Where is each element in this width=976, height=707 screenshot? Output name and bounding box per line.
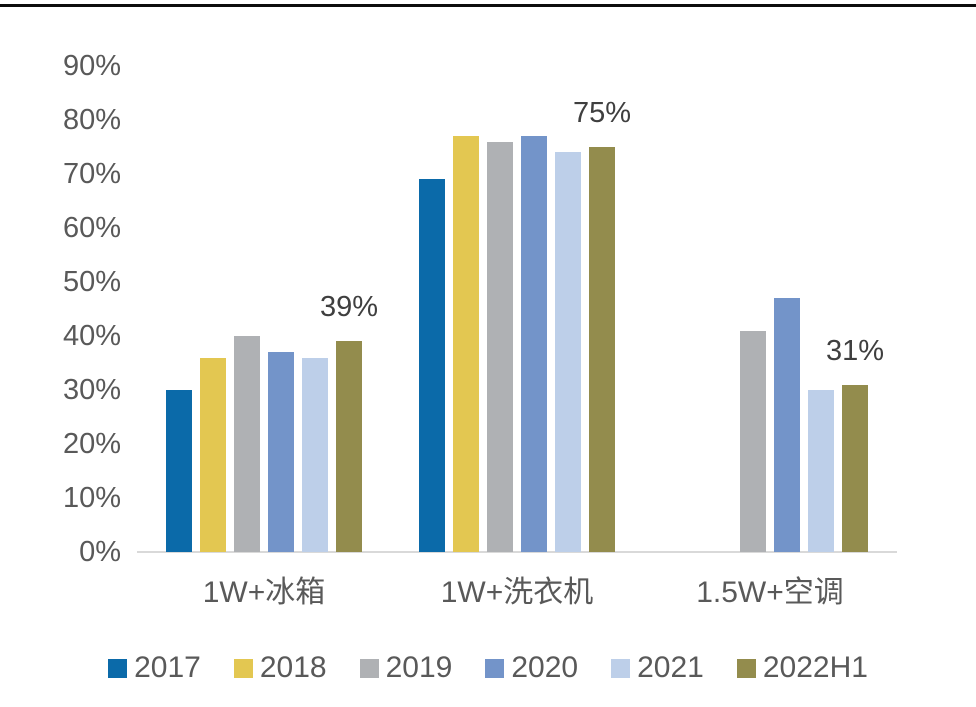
- legend-label: 2021: [637, 651, 704, 684]
- y-axis-tick-label: 70%: [62, 158, 121, 190]
- y-axis-tick-label: 60%: [62, 212, 121, 244]
- top-rule-divider: [0, 4, 976, 7]
- bar-2020-1W+洗衣机: [521, 136, 547, 552]
- bar-2018-1W+洗衣机: [453, 136, 479, 552]
- legend-item-2021: 2021: [611, 652, 704, 684]
- legend-label: 2022H1: [762, 651, 868, 684]
- y-axis-tick-label: 10%: [62, 482, 121, 514]
- y-axis-tick-label: 80%: [62, 104, 121, 136]
- bar-value-label: 31%: [825, 334, 885, 367]
- bar-2017-1W+洗衣机: [419, 179, 445, 552]
- bar-2019-1.5W+空调: [740, 330, 766, 552]
- bar-2020-1W+冰箱: [268, 352, 294, 552]
- legend-swatch-icon: [485, 658, 505, 678]
- legend: 2017 2018 2019 2020 2021 2022H1: [0, 650, 976, 686]
- bar-2021-1.5W+空调: [808, 390, 834, 552]
- bar-2017-1W+冰箱: [166, 390, 192, 552]
- bar-2022H1-1.5W+空调: [842, 384, 868, 552]
- legend-label: 2020: [511, 651, 579, 684]
- y-axis-tick-label: 0%: [79, 536, 121, 568]
- bar-2020-1.5W+空调: [774, 298, 800, 552]
- legend-swatch-icon: [108, 658, 128, 678]
- bar-2018-1W+冰箱: [200, 357, 226, 552]
- legend-label: 2019: [385, 651, 453, 684]
- y-axis-tick-label: 20%: [62, 428, 121, 460]
- bar-value-label: 39%: [319, 291, 379, 324]
- legend-item-2020: 2020: [485, 652, 578, 684]
- legend-item-2018: 2018: [233, 651, 327, 684]
- legend-swatch-icon: [233, 658, 253, 678]
- y-axis-tick-label: 90%: [62, 50, 121, 82]
- legend-item-2017: 2017: [108, 652, 201, 684]
- legend-label: 2017: [134, 651, 201, 684]
- x-axis-category-label: 1W+冰箱: [202, 576, 326, 609]
- bar-2022H1-1W+冰箱: [336, 341, 362, 552]
- x-axis-category-label: 1.5W+空调: [696, 576, 844, 609]
- bar-2022H1-1W+洗衣机: [589, 147, 615, 552]
- y-axis-tick-label: 40%: [62, 320, 121, 352]
- bar-2021-1W+洗衣机: [555, 152, 581, 552]
- bar-value-label: 75%: [572, 97, 632, 129]
- bar-2021-1W+冰箱: [302, 357, 328, 552]
- legend-swatch-icon: [611, 658, 631, 678]
- x-axis-line: [137, 551, 897, 553]
- legend-swatch-icon: [359, 658, 379, 678]
- legend-item-2019: 2019: [359, 651, 453, 684]
- legend-item-2022H1: 2022H1: [736, 651, 868, 684]
- legend-swatch-icon: [736, 658, 756, 678]
- y-axis-tick-label: 50%: [62, 266, 121, 298]
- bar-2019-1W+洗衣机: [487, 141, 513, 552]
- legend-label: 2018: [259, 651, 327, 684]
- y-axis-tick-label: 30%: [62, 374, 121, 406]
- x-axis-category-label: 1W+洗衣机: [440, 576, 594, 609]
- bar-2019-1W+冰箱: [234, 336, 260, 552]
